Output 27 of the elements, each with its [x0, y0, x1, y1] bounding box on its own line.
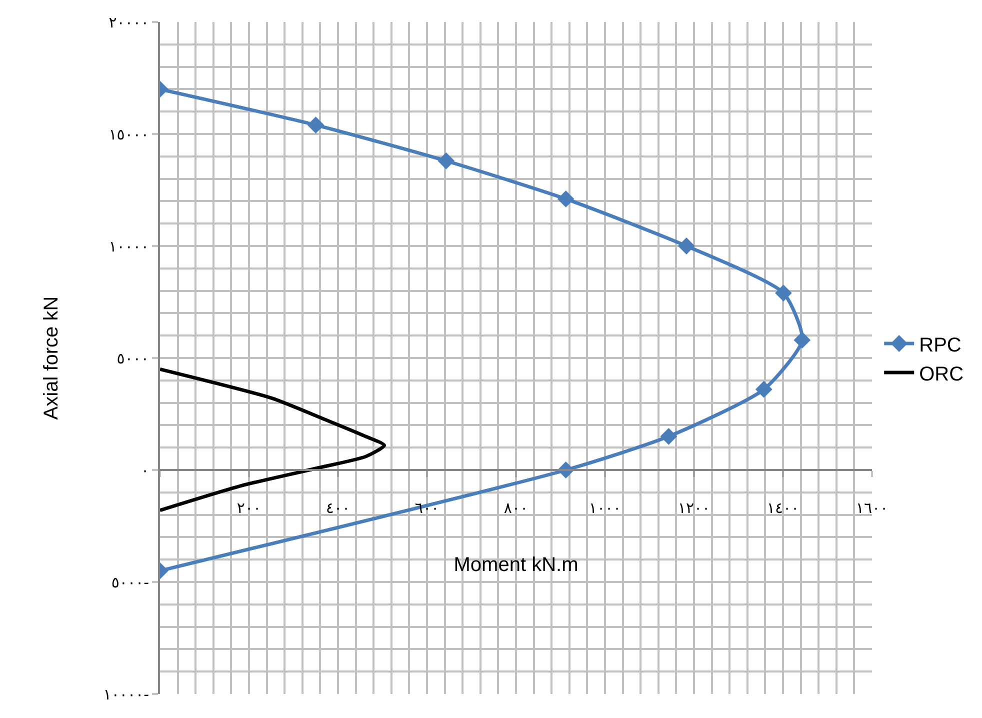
y-tick-label: ١٥٠٠٠	[108, 125, 149, 144]
x-tick-label: ١٠٠٠	[588, 499, 622, 517]
x-tick-label: ١٦٠٠	[856, 499, 888, 517]
x-tick-label: ٢٠٠	[236, 499, 262, 517]
point	[794, 332, 811, 349]
point	[755, 380, 772, 398]
x-tick-label: ٨٠٠	[504, 499, 528, 517]
x-tick-label: ٤٠٠	[326, 499, 350, 517]
y-tick-label: ١٠٠٠٠-	[103, 685, 149, 704]
point	[557, 190, 574, 208]
point	[775, 284, 792, 302]
x-tick-label: ١٤٠٠	[766, 499, 800, 517]
x-axis-title: Moment kN.m	[454, 554, 578, 576]
line-series	[160, 367, 386, 512]
legend-label: RPC	[919, 334, 962, 356]
y-tick-label: ٠	[140, 461, 149, 480]
point	[307, 116, 324, 134]
y-tick-label: ٥٠٠٠	[116, 349, 149, 368]
x-tick-label: ١٢٠٠	[678, 499, 710, 517]
point	[660, 428, 678, 445]
y-tick-label: ٥٠٠٠-	[111, 573, 149, 592]
y-tick-label: ١٠٠٠٠	[108, 237, 149, 256]
y-tick-label: ٢٠٠٠٠	[108, 13, 149, 32]
legend-label: ORC	[919, 363, 964, 386]
y-axis-title: Axial force kN	[40, 296, 62, 420]
point	[678, 238, 695, 254]
point	[438, 152, 455, 170]
